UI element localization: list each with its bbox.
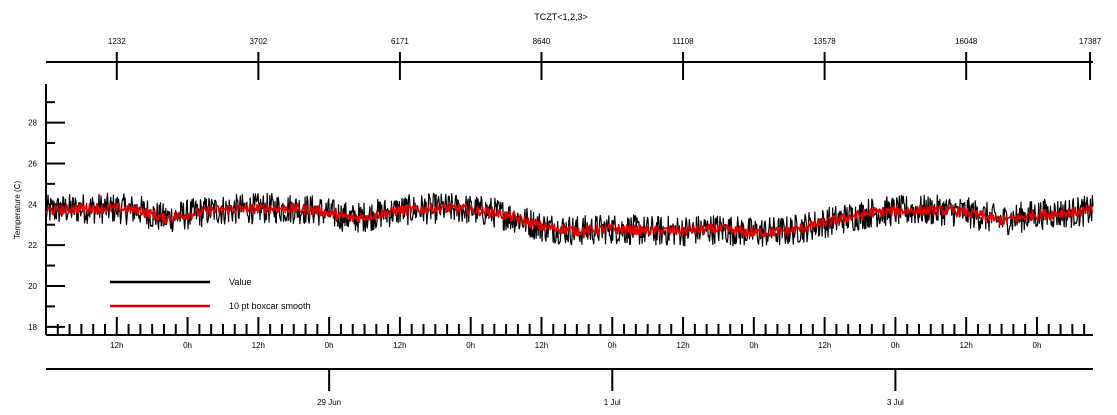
top-axis-tick-label: 3702 [249,37,267,46]
top-axis-tick-label: 8640 [533,37,551,46]
hour-axis-tick-label: 12h [535,341,548,350]
legend: Value 10 pt boxcar smooth [110,277,311,311]
hour-axis-tick-label: 0h [466,341,475,350]
hour-axis-tick-label: 0h [608,341,617,350]
series-value-line [45,192,1094,247]
top-axis-tick-label: 17387 [1079,37,1102,46]
hour-axis-tick-label: 12h [252,341,265,350]
hour-axis-tick-label: 12h [676,341,689,350]
top-axis-tick-label: 13578 [813,37,836,46]
y-axis-tick-label: 24 [28,200,37,209]
chart-title: TCZT<1,2,3> [534,12,588,22]
hour-axis-tick-label: 12h [110,341,123,350]
top-axis-tick-label: 6171 [391,37,409,46]
date-axis-tick-label: 1 Jul [604,398,621,407]
y-axis-tick-label: 22 [28,241,37,250]
hour-axis-tick-label: 0h [749,341,758,350]
top-axis-tick-label: 11108 [673,37,695,46]
top-axis: 1232 3702 6171 8640 11108 13578 16048 17387 [46,37,1102,80]
hour-axis-tick-label: 12h [393,341,406,350]
legend-label: Value [229,277,251,287]
y-axis-tick-label: 18 [28,323,37,332]
y-axis-tick-label: 28 [28,119,37,128]
plot-series [45,192,1094,247]
hour-axis-tick-label: 0h [891,341,900,350]
top-axis-tick-label: 16048 [955,37,978,46]
top-axis-tick-label: 1232 [108,37,126,46]
hour-axis: 12h 0h 12h 0h 12h 0h 12h 0h 12h 0h 12h 0h 12h 0h [46,317,1093,350]
y-axis-tick-label: 20 [28,282,37,291]
date-axis: 29 Jun 1 Jul 3 Jul [46,368,1093,407]
series-smooth-line [45,202,1094,238]
hour-axis-tick-label: 12h [818,341,831,350]
hour-axis-tick-label: 0h [183,341,192,350]
hour-axis-tick-label: 0h [1033,341,1042,350]
hour-axis-tick-label: 12h [960,341,973,350]
date-axis-tick-label: 29 Jun [317,398,341,407]
hour-axis-tick-label: 0h [325,341,334,350]
date-axis-tick-label: 3 Jul [887,398,904,407]
y-axis-label: Temperature (C) [13,181,22,240]
legend-label: 10 pt boxcar smooth [229,301,311,311]
y-axis: 18 20 22 24 26 28 [28,84,65,335]
y-axis-tick-label: 26 [28,159,37,168]
